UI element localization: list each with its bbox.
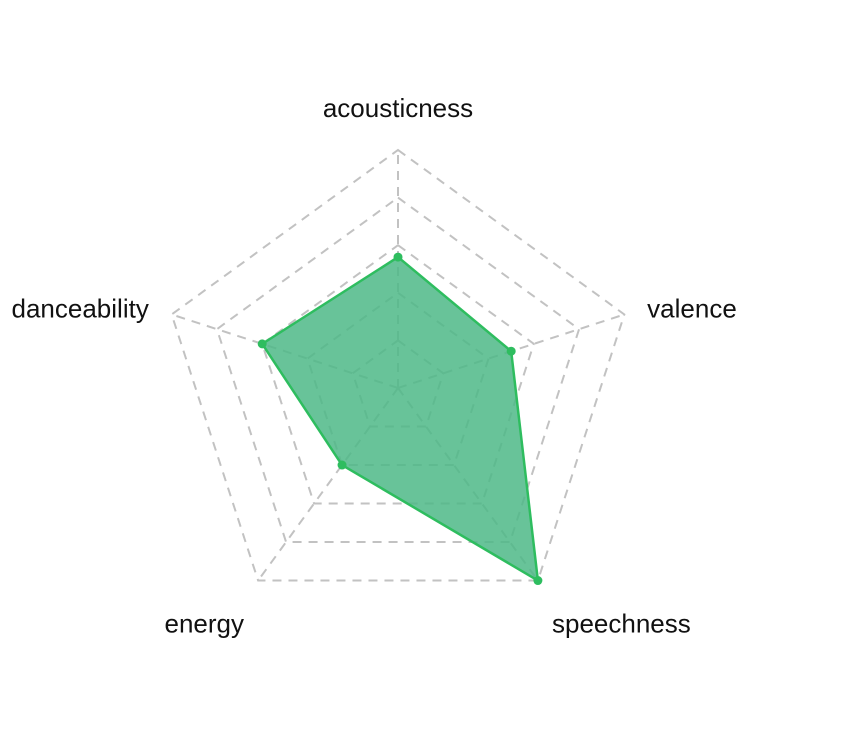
grid-ring-3 xyxy=(261,243,535,505)
axis-label-speechness: speechness xyxy=(552,608,691,638)
radar-axis-labels: acousticness valence speechness energy dance… xyxy=(12,93,737,639)
series-area-0 xyxy=(260,255,540,582)
axis-label-valence: valence xyxy=(647,293,737,323)
grid-ring-4 xyxy=(215,196,581,544)
data-point-valence xyxy=(506,346,516,356)
radar-series xyxy=(257,252,543,586)
axis-label-danceability: danceability xyxy=(12,293,149,323)
data-point-speechness xyxy=(533,576,543,586)
data-point-danceability xyxy=(257,339,267,349)
axis-label-acousticness: acousticness xyxy=(323,93,473,123)
axis-label-energy: energy xyxy=(165,608,245,638)
data-point-energy xyxy=(337,460,347,470)
data-point-acousticness xyxy=(393,252,403,262)
